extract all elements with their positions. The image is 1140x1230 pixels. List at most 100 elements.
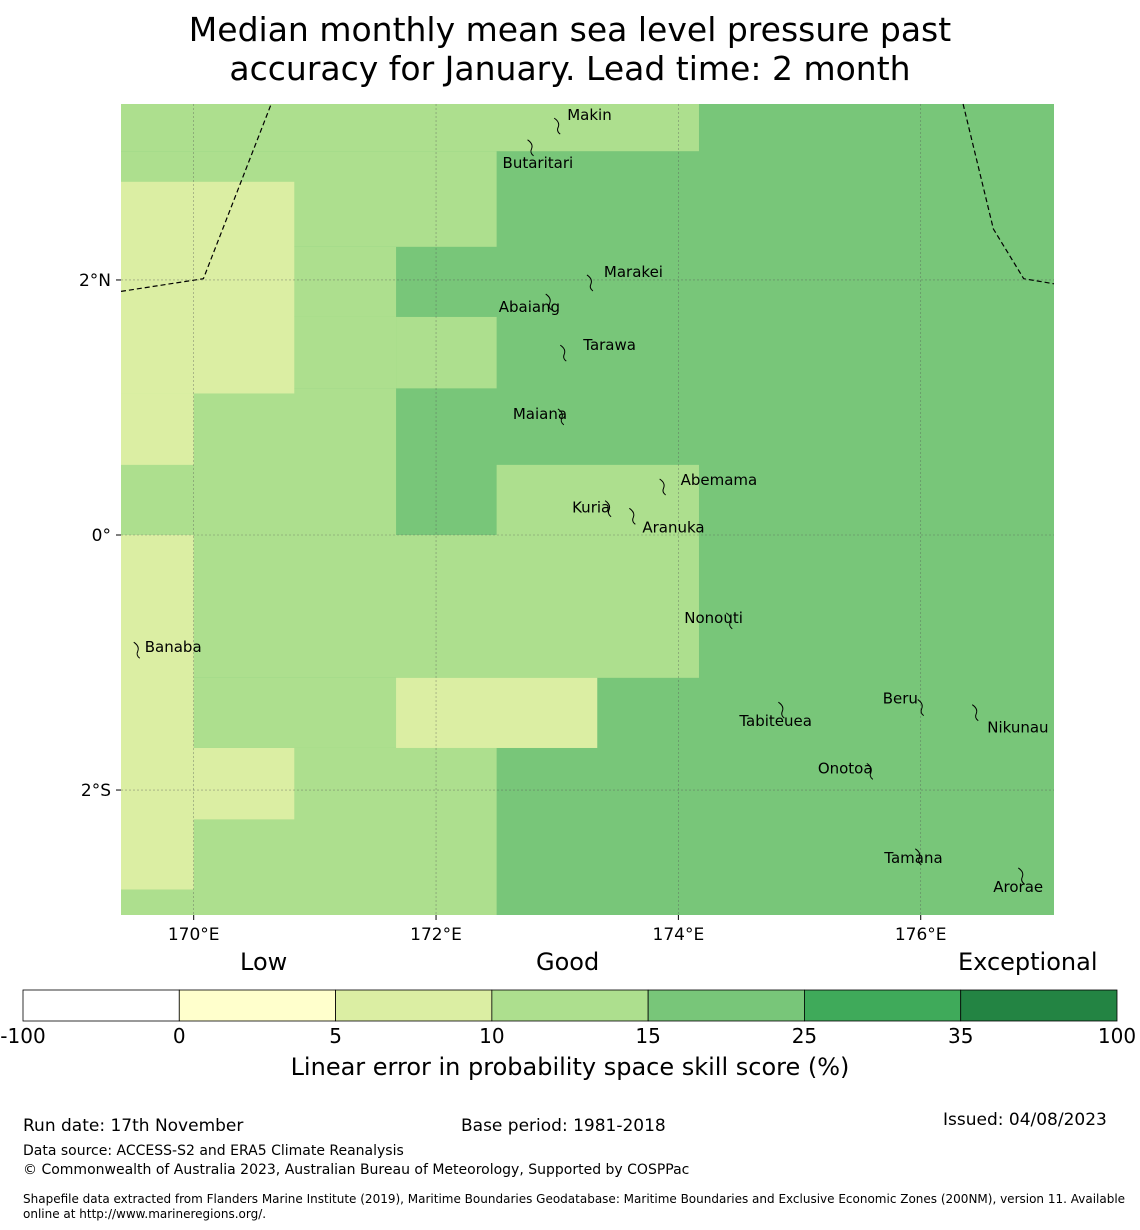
island-kuria: Kuria xyxy=(572,499,612,518)
island-tarawa: Tarawa xyxy=(559,336,636,362)
island-banaba: Banaba xyxy=(133,638,202,659)
island-label: Maiana xyxy=(513,405,567,423)
colorbar-band-25-35 xyxy=(804,989,962,1022)
colorbar-tick-label: 5 xyxy=(329,1024,342,1048)
data-source: Data source: ACCESS-S2 and ERA5 Climate … xyxy=(23,1143,404,1159)
colorbar-band-15-25 xyxy=(647,989,805,1022)
title-line-2: accuracy for January. Lead time: 2 month xyxy=(229,49,911,88)
colorbar-band-10-15 xyxy=(491,989,649,1022)
island-label: Makin xyxy=(567,106,612,124)
colorbar-header-low: Low xyxy=(240,948,288,976)
island-maiana: Maiana xyxy=(513,405,567,426)
island-label: Tabiteuea xyxy=(738,712,812,730)
island-outline xyxy=(553,117,561,135)
skill-cell-5 xyxy=(396,316,497,389)
island-arorae: Arorae xyxy=(993,867,1043,896)
island-marakei: Marakei xyxy=(586,263,663,292)
colorbar xyxy=(22,989,1118,1022)
lon-tick-label: 176°E xyxy=(895,925,947,945)
island-label: Abaiang xyxy=(499,298,560,316)
skill-cell-7 xyxy=(496,464,699,536)
shapefile-credit-line-1: Shapefile data extracted from Flanders M… xyxy=(23,1192,1126,1206)
copyright: © Commonwealth of Australia 2023, Austra… xyxy=(23,1162,690,1178)
island-label: Nikunau xyxy=(987,719,1048,737)
islands: Makin Butaritari Marakei Abaiang Tarawa Maian… xyxy=(133,106,1049,896)
lon-tick-label: 174°E xyxy=(653,925,705,945)
island-outline xyxy=(917,699,925,716)
island-label: Onotoa xyxy=(818,759,873,777)
island-outline xyxy=(604,500,612,518)
lon-tick-label: 170°E xyxy=(168,925,220,945)
colorbar-tick-label: 10 xyxy=(479,1024,505,1048)
island-outline xyxy=(133,641,141,659)
island-makin: Makin xyxy=(553,106,612,135)
island-beru: Beru xyxy=(883,690,925,716)
island-outline xyxy=(545,293,553,311)
island-label: Tarawa xyxy=(582,336,636,354)
island-outline xyxy=(629,507,636,525)
island-outline xyxy=(659,478,666,496)
skill-cell-14 xyxy=(193,747,295,820)
colorbar-header-exceptional: Exceptional xyxy=(958,948,1098,976)
island-outline xyxy=(557,408,565,426)
island-outline xyxy=(725,612,733,630)
colorbar-label: Linear error in probability space skill … xyxy=(290,1053,850,1081)
island-outline xyxy=(778,701,785,719)
colorbar-band-5-10 xyxy=(335,989,493,1022)
colorbar-tick-label: 100 xyxy=(1097,1024,1137,1048)
island-outline xyxy=(971,704,979,722)
lon-tick-label: 172°E xyxy=(410,925,462,945)
island-tamana: Tamana xyxy=(883,848,943,867)
skill-cells xyxy=(121,104,1054,915)
island-label: Abemama xyxy=(681,471,758,489)
skill-cell-11 xyxy=(121,181,295,394)
island-outline xyxy=(915,848,922,866)
skill-cell-13 xyxy=(121,535,194,890)
island-label: Arorae xyxy=(993,878,1043,896)
base-period: Base period: 1981-2018 xyxy=(461,1116,666,1136)
island-label: Aranuka xyxy=(642,518,704,536)
island-outline xyxy=(527,139,534,157)
lat-tick-label: 2°N xyxy=(79,271,111,291)
colorbar-band-0-5 xyxy=(178,989,336,1022)
island-outline xyxy=(1017,867,1025,885)
island-label: Kuria xyxy=(572,499,610,517)
shapefile-credit-line-2: online at http://www.marineregions.org/. xyxy=(23,1207,267,1221)
colorbar-tick-label: 35 xyxy=(947,1024,974,1048)
lat-tick-label: 2°S xyxy=(81,781,111,801)
island-label: Beru xyxy=(883,690,918,708)
colorbar-tick-label: -100 xyxy=(0,1024,46,1048)
skill-cell-15 xyxy=(396,677,598,748)
shapefile-credit: Shapefile data extracted from Flanders M… xyxy=(23,1192,1138,1222)
skill-cell-1 xyxy=(121,104,699,152)
island-outline xyxy=(586,274,594,292)
island-onotoa: Onotoa xyxy=(818,759,874,780)
island-label: Butaritari xyxy=(503,154,574,172)
colorbar-band-35-100 xyxy=(960,989,1118,1022)
graticule xyxy=(121,104,1054,915)
map-title: Median monthly mean sea level pressure p… xyxy=(0,10,1140,88)
island-nonouti: Nonouti xyxy=(684,609,743,630)
run-date: Run date: 17th November xyxy=(23,1116,244,1136)
island-nikunau: Nikunau xyxy=(971,704,1049,737)
eez-boundary-0 xyxy=(120,103,272,292)
colorbar-band--100-0 xyxy=(22,989,180,1022)
island-butaritari: Butaritari xyxy=(503,139,574,172)
colorbar-tick-label: 0 xyxy=(172,1024,186,1048)
colorbar-header-good: Good xyxy=(536,948,600,976)
island-label: Banaba xyxy=(145,638,202,656)
island-outline xyxy=(866,762,874,780)
island-aranuka: Aranuka xyxy=(629,507,705,536)
island-tabiteuea: Tabiteuea xyxy=(738,701,812,730)
island-label: Marakei xyxy=(604,263,663,281)
island-label: Tamana xyxy=(883,849,942,867)
title-line-1: Median monthly mean sea level pressure p… xyxy=(188,10,952,49)
issued-date: Issued: 04/08/2023 xyxy=(943,1110,1107,1130)
axis-ticks: 170°E 172°E 174°E 176°E 2°N 0° 2°S xyxy=(79,271,947,945)
island-abaiang: Abaiang xyxy=(499,293,560,316)
colorbar-tick-label: 15 xyxy=(635,1024,661,1048)
eez-boundary-1 xyxy=(962,103,1055,285)
skill-cell-12 xyxy=(121,393,194,465)
eez-boundaries xyxy=(120,103,1055,292)
